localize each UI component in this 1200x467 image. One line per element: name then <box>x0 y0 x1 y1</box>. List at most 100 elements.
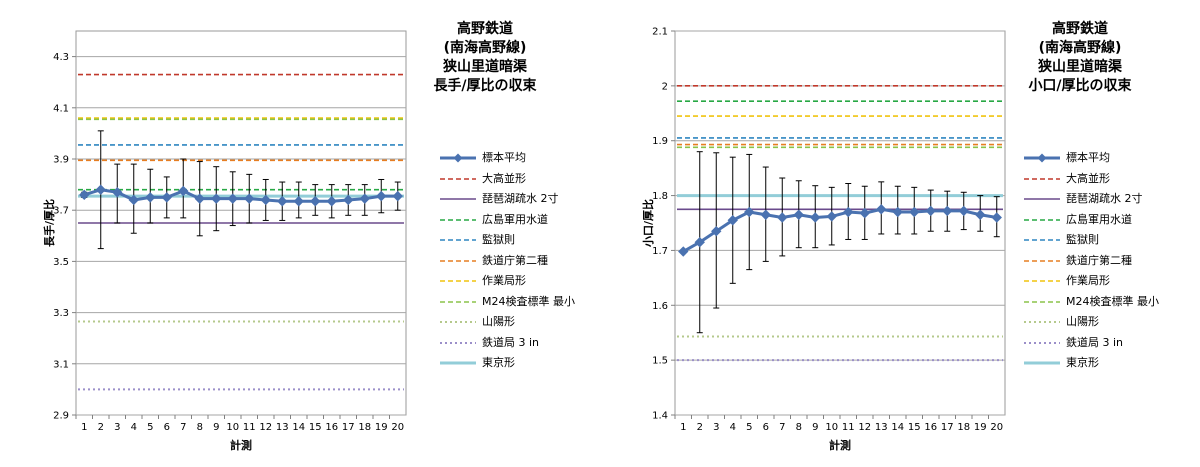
chart-right-legend-label: 琵琶湖疏水 2寸 <box>1066 192 1143 205</box>
chart-left-data-point <box>211 193 222 204</box>
chart-right-legend-label: 鉄道局 3 in <box>1066 335 1124 349</box>
chart-right-legend-label: 山陽形 <box>1066 315 1099 328</box>
chart-left-data-point <box>194 193 205 204</box>
chart-left-title-line: 高野鉄道 <box>457 21 513 37</box>
chart-right-legend-swatch <box>1024 198 1060 200</box>
chart-left-legend-swatch <box>440 218 476 221</box>
chart-right-data-point <box>942 205 953 217</box>
chart-right-plot: 1.41.51.61.71.81.922.11 2 3 4 5 6 7 8 9 10 11 12 13 1… <box>652 27 1006 433</box>
chart-left-x-tick-label: 2 <box>98 422 104 433</box>
chart-left-legend-label: 鉄道庁第二種 <box>482 253 548 267</box>
chart-left-legend-label: 広島軍用水道 <box>482 212 548 226</box>
chart-left-title: 高野鉄道 (南海高野線) 狭山里道暗渠 長手/厚比の収束 <box>400 20 570 96</box>
chart-right-data-point <box>760 209 771 220</box>
chart-right-data-point <box>991 212 1002 223</box>
chart-left-x-tick-label: 3 <box>114 422 120 433</box>
chart-left-title-line: 狭山里道暗渠 <box>443 59 527 75</box>
chart-right-x-tick-label: 15 <box>908 422 921 433</box>
chart-left-y-tick-label: 4.1 <box>53 103 69 114</box>
chart-left-data-point <box>227 193 238 204</box>
chart-right-data-point <box>810 212 821 223</box>
chart-left-legend-swatch <box>440 259 476 262</box>
chart-right-y-tick-label: 2 <box>662 81 668 92</box>
chart-right-data-point <box>727 215 738 226</box>
chart-left-data-point <box>277 196 288 207</box>
chart-left-data-point <box>343 194 354 206</box>
chart-right-legend-label: 東京形 <box>1066 356 1099 369</box>
chart-left-data-point <box>359 193 370 204</box>
chart-left-x-tick-label: 12 <box>259 422 272 433</box>
chart-left-x-tick-label: 4 <box>131 422 137 433</box>
chart-right-x-tick-label: 18 <box>957 422 970 433</box>
chart-right-legend-marker <box>1037 153 1047 163</box>
chart-left-y-tick-label: 3.3 <box>53 308 69 319</box>
chart-left-legend-label: 大高並形 <box>482 171 526 185</box>
chart-left-legend-swatch <box>440 177 476 180</box>
chart-right-title: 高野鉄道 (南海高野線) 狭山里道暗渠 小口/厚比の収束 <box>995 20 1165 96</box>
chart-left-x-tick-label: 8 <box>197 422 203 433</box>
chart-left-x-tick-label: 20 <box>391 422 404 433</box>
chart-left-data-point <box>161 192 172 203</box>
chart-right-data-point <box>975 209 986 220</box>
chart-right-x-tick-label: 10 <box>825 422 838 433</box>
chart-left-legend-swatch <box>440 321 476 323</box>
chart-left-legend-label: 鉄道局 3 in <box>482 335 540 349</box>
chart-right-title-line: 狭山里道暗渠 <box>1038 59 1122 75</box>
chart-right-data-point <box>678 246 689 257</box>
chart-left-legend-swatch <box>440 198 476 200</box>
chart-right-legend-swatch <box>1024 177 1060 180</box>
chart-right-plot-area <box>674 30 1006 416</box>
chart-left-x-tick-label: 16 <box>325 422 338 433</box>
chart-right-x-tick-label: 19 <box>974 422 987 433</box>
chart-right-x-tick-label: 2 <box>697 422 703 433</box>
chart-left-data-point <box>376 190 387 202</box>
chart-right-data-point <box>958 205 969 217</box>
chart-right-legend-label: 標本平均 <box>1066 151 1110 164</box>
chart-left-legend-swatch <box>440 280 476 282</box>
chart-right-x-tick-label: 7 <box>779 422 785 433</box>
chart-left-legend-label: 琵琶湖疏水 2寸 <box>482 192 559 205</box>
chart-right-x-tick-label: 5 <box>746 422 752 433</box>
chart-right-legend-swatch <box>1024 361 1060 365</box>
chart-left-legend-swatch <box>440 300 476 303</box>
chart-right-y-tick-label: 1.4 <box>652 411 668 422</box>
chart-right-x-tick-label: 9 <box>812 422 818 433</box>
chart-right-x-axis-title: 計測 <box>829 439 851 452</box>
chart-right-title-line: (南海高野線) <box>1038 40 1122 56</box>
chart-right-data-point <box>694 236 705 248</box>
chart-left-legend-label: 監獄則 <box>482 233 515 246</box>
chart-right-data-point <box>744 206 755 218</box>
chart-right-x-tick-label: 8 <box>796 422 802 433</box>
chart-right-y-tick-label: 1.9 <box>652 136 668 147</box>
chart-left-x-tick-label: 13 <box>276 422 289 433</box>
chart-left-legend-label: 作業局形 <box>482 274 526 287</box>
chart-right-x-tick-label: 14 <box>891 422 904 433</box>
chart-left-x-tick-label: 19 <box>375 422 388 433</box>
chart-right-x-tick-label: 1 <box>680 422 686 433</box>
chart-left-data-point <box>392 190 403 202</box>
chart-left-title-line: 長手/厚比の収束 <box>433 78 537 94</box>
chart-right-data-point <box>925 205 936 217</box>
chart-right-y-axis-title: 小口/厚比 <box>642 198 655 248</box>
chart-left-legend-label: 山陽形 <box>482 315 515 328</box>
chart-right-legend-swatch <box>1024 280 1060 282</box>
chart-left-x-tick-label: 10 <box>226 422 239 433</box>
chart-left-x-tick-label: 14 <box>292 422 305 433</box>
chart-right-x-tick-label: 4 <box>730 422 736 433</box>
chart-left-legend-swatch <box>440 361 476 365</box>
chart-left-x-axis-title: 計測 <box>230 439 252 452</box>
chart-right-legend-label: M24検査標準 最小 <box>1066 294 1159 308</box>
chart-left-y-tick-label: 3.5 <box>53 257 69 268</box>
chart-left-legend-swatch <box>440 153 476 163</box>
chart-left-data-point <box>112 187 123 198</box>
chart-right-y-tick-label: 2.1 <box>652 27 668 38</box>
chart-right-data-point <box>711 226 722 237</box>
chart-left-legend-swatch <box>440 341 476 344</box>
chart-right: 1.4 1.5 1.6 1.7 1.8 1.9 2 2.1 1 2 3 4 5 6 7 8 9 10 11 12 13 1… <box>600 0 1200 467</box>
chart-right-legend-swatch <box>1024 321 1060 323</box>
chart-left-legend-label: 東京形 <box>482 356 515 369</box>
chart-right-x-tick-label: 6 <box>763 422 769 433</box>
chart-left-y-axis-title: 長手/厚比 <box>43 198 56 248</box>
chart-right-x-tick-label: 13 <box>875 422 888 433</box>
chart-left-data-point <box>244 193 255 204</box>
